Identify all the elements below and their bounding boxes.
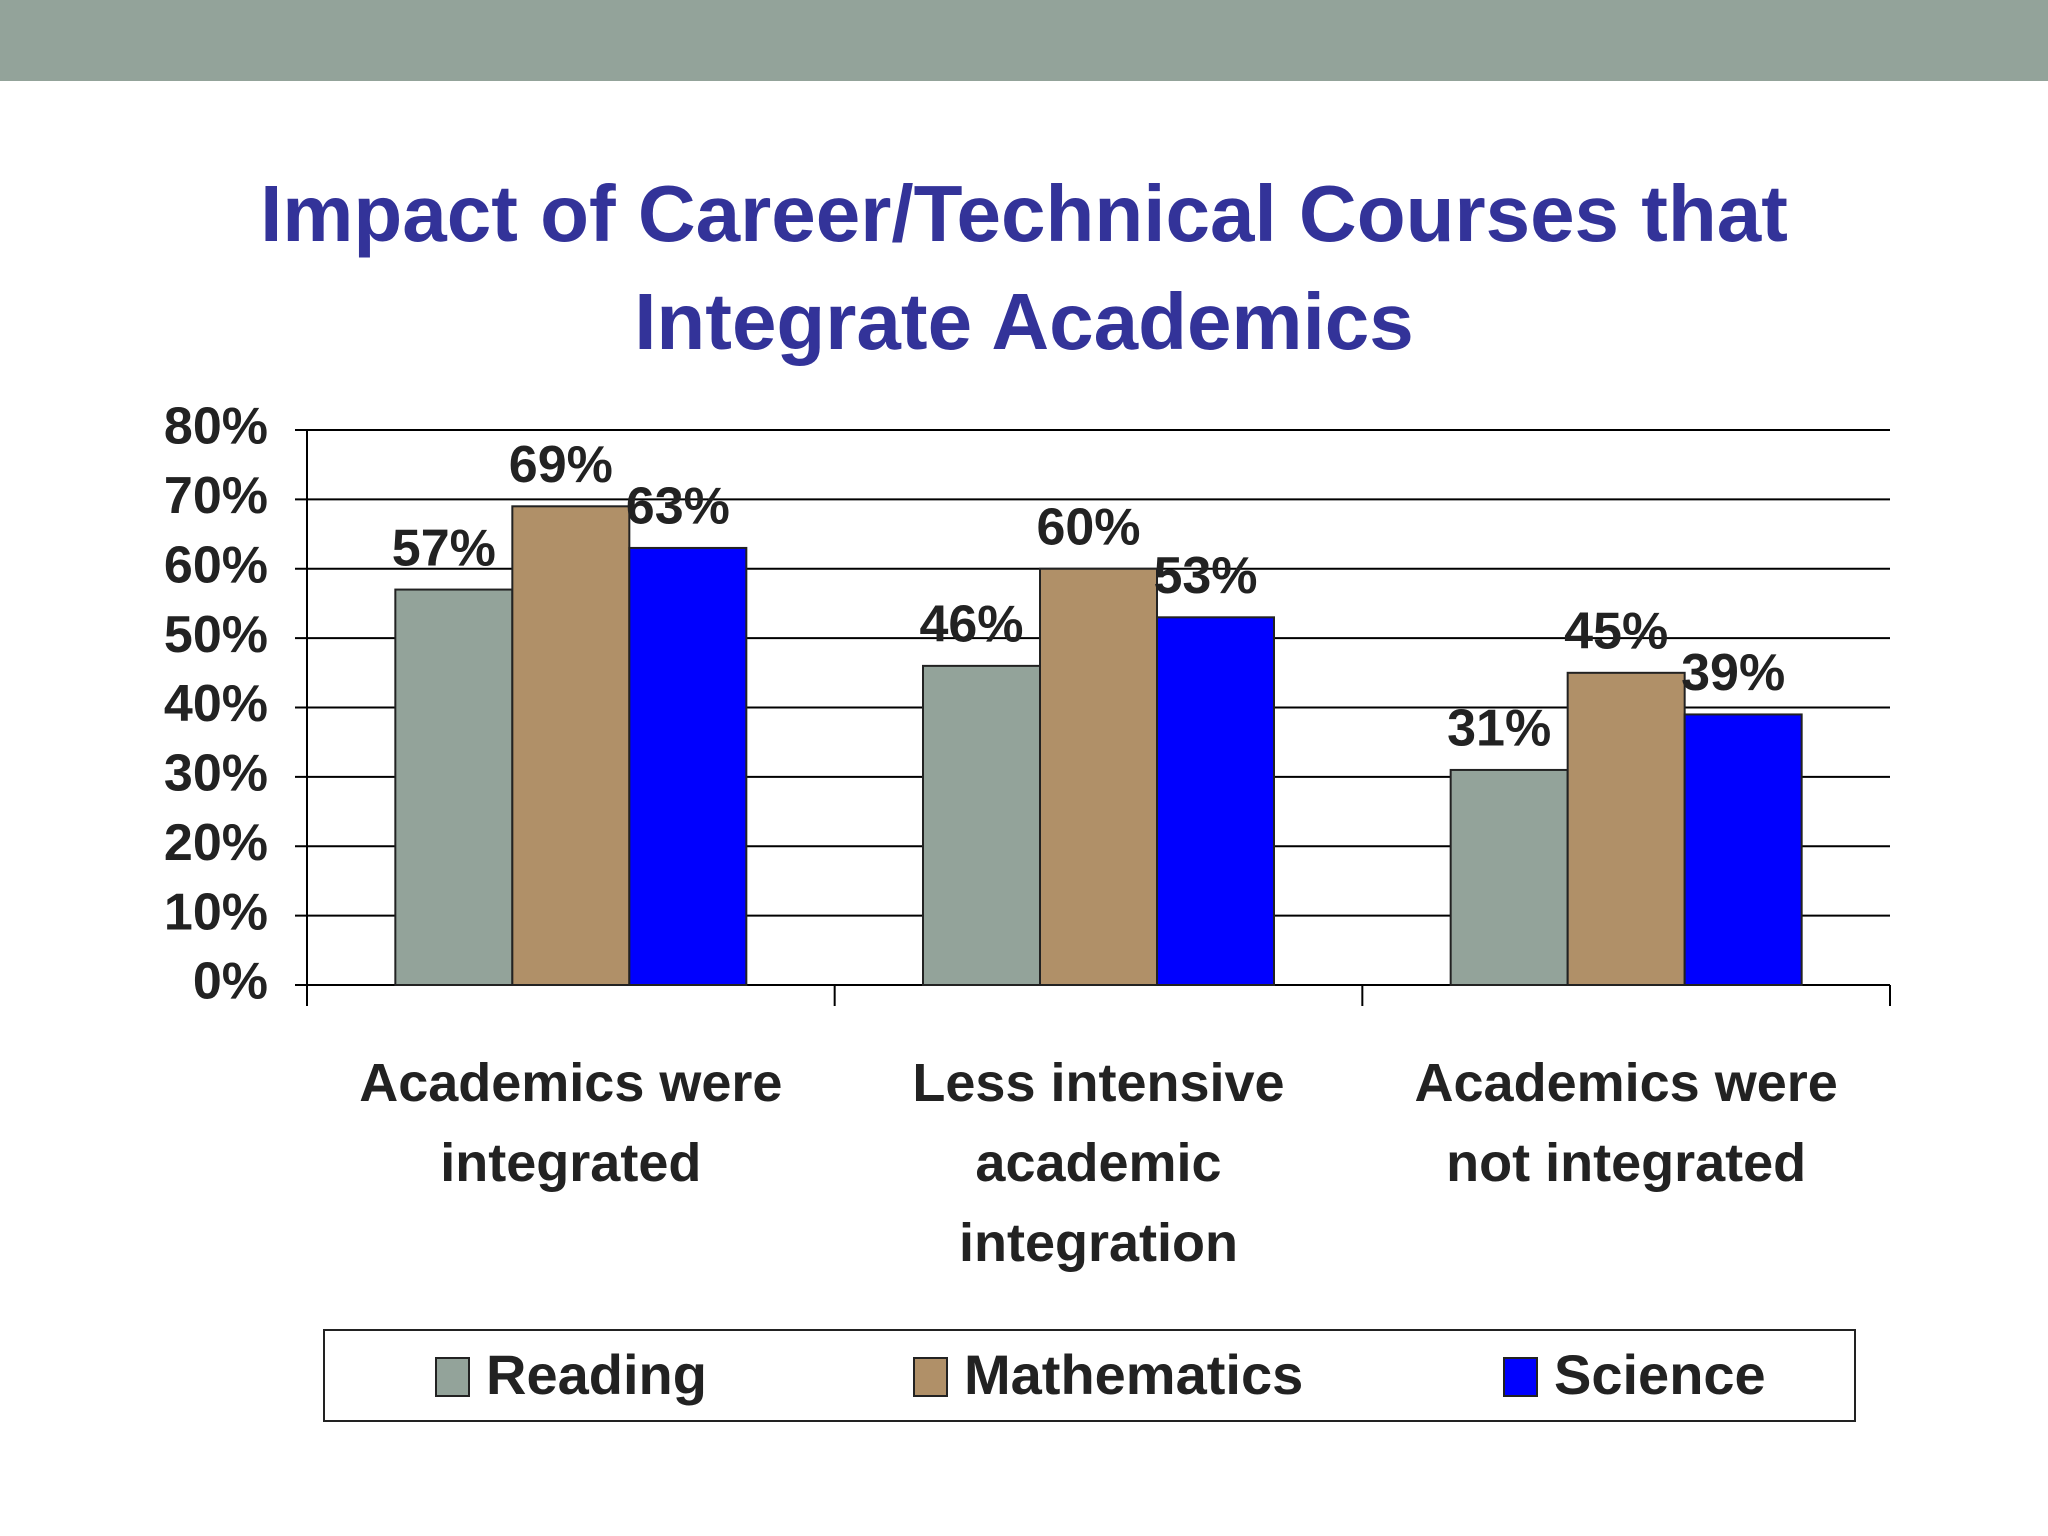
- data-label: 53%: [1153, 547, 1257, 605]
- legend-box: [323, 1329, 1856, 1422]
- data-label: 69%: [509, 436, 613, 494]
- bar: [1683, 713, 1803, 986]
- y-tick-label: 60%: [164, 536, 268, 594]
- bar: [1449, 768, 1569, 986]
- y-tick-label: 40%: [164, 675, 268, 733]
- legend-label: Reading: [486, 1343, 707, 1406]
- x-tick-label: Academics were not integrated: [1414, 1053, 1838, 1193]
- y-tick-label: 70%: [164, 467, 268, 525]
- y-tick-label: 30%: [164, 745, 268, 803]
- legend-label: Science: [1554, 1343, 1766, 1406]
- data-label: 63%: [626, 478, 730, 536]
- data-label: 57%: [392, 519, 496, 577]
- top-band: [0, 0, 2048, 81]
- legend-swatch: [435, 1357, 470, 1397]
- bar: [1566, 671, 1686, 986]
- x-tick-label: Less intensive academic integration: [912, 1053, 1285, 1273]
- data-label: 46%: [919, 596, 1023, 654]
- bar: [394, 588, 514, 986]
- data-label: 60%: [1036, 498, 1140, 556]
- bar: [922, 664, 1041, 986]
- data-label: 39%: [1681, 644, 1785, 702]
- data-label: 31%: [1447, 700, 1551, 758]
- legend-label: Mathematics: [964, 1343, 1303, 1406]
- legend-swatch: [913, 1357, 948, 1397]
- y-tick-label: 10%: [164, 883, 268, 941]
- y-tick-label: 80%: [164, 398, 268, 456]
- y-tick-label: 50%: [164, 606, 268, 664]
- bar: [1156, 616, 1275, 986]
- bar: [1039, 567, 1158, 986]
- y-tick-label: 0%: [193, 953, 268, 1011]
- legend-swatch: [1503, 1357, 1538, 1397]
- x-tick-label: Academics were integrated: [359, 1053, 783, 1193]
- y-tick-label: 20%: [164, 814, 268, 872]
- bar: [511, 505, 631, 986]
- data-label: 45%: [1564, 603, 1668, 661]
- chart-title: Impact of Career/Technical Courses that …: [260, 169, 1788, 366]
- bar: [628, 546, 748, 986]
